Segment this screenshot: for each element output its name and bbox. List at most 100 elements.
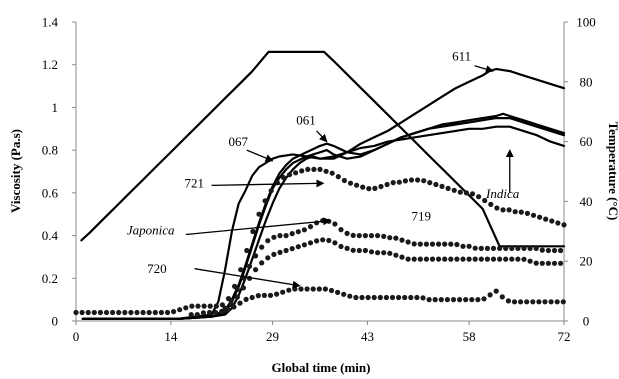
data-point-721 (103, 309, 110, 316)
annotation-layer: 611 061 067 721 Japonica 719 720 Indica (127, 48, 520, 289)
data-point-720 (481, 296, 487, 302)
data-point-720 (304, 286, 310, 292)
data-point-721 (91, 309, 97, 316)
data-point-720 (444, 297, 450, 303)
data-point-720 (524, 299, 530, 305)
data-point-719 (320, 237, 326, 243)
data-point-721 (421, 178, 427, 184)
data-point-719 (387, 250, 393, 256)
data-point-719 (289, 246, 295, 252)
data-point-721 (378, 183, 384, 190)
data-point-719 (277, 249, 283, 255)
data-point-721 (256, 211, 262, 217)
data-point-719 (271, 251, 277, 257)
data-point-719 (307, 240, 314, 246)
data-point-japonica (271, 234, 277, 240)
data-point-japonica (527, 245, 533, 251)
series-dots-721 (73, 166, 567, 316)
x-tick-label: 0 (73, 329, 80, 344)
data-point-720 (231, 304, 237, 310)
data-point-719 (417, 256, 423, 262)
data-point-721 (207, 303, 213, 309)
data-point-719 (429, 256, 436, 262)
data-point-japonica (411, 241, 417, 247)
y2-axis-title: Temperature (°C) (606, 122, 619, 221)
data-point-721 (335, 174, 341, 180)
data-point-720 (206, 309, 213, 316)
data-point-721 (530, 212, 537, 218)
data-point-720 (402, 294, 408, 301)
series-dots-719 (222, 237, 564, 313)
data-point-719 (344, 245, 350, 251)
data-point-721 (286, 172, 293, 178)
data-point-721 (537, 214, 543, 220)
data-point-721 (299, 168, 305, 174)
data-point-719 (478, 256, 484, 262)
data-point-720 (188, 312, 194, 318)
data-point-japonica (368, 233, 375, 239)
data-point-720 (463, 297, 469, 303)
data-point-719 (350, 247, 356, 253)
data-point-721 (347, 180, 354, 186)
data-point-japonica (484, 245, 490, 251)
x-tick-label: 72 (558, 329, 571, 344)
data-point-721 (128, 309, 134, 316)
data-point-721 (79, 309, 85, 316)
data-point-721 (415, 177, 421, 183)
data-point-japonica (332, 221, 338, 227)
annotation-arrow-japonica (185, 217, 332, 236)
series-line-temperature (80, 50, 566, 248)
data-point-japonica (472, 245, 478, 251)
data-point-721 (482, 197, 488, 204)
data-point-720 (316, 286, 322, 292)
data-point-721 (354, 182, 360, 188)
data-point-720 (347, 293, 353, 299)
data-point-720 (274, 291, 280, 297)
data-point-japonica (344, 230, 350, 236)
data-point-720 (335, 289, 341, 295)
data-point-719 (265, 255, 271, 261)
x-tick-label: 43 (361, 329, 374, 344)
data-point-721 (183, 305, 189, 311)
data-point-japonica (301, 227, 307, 233)
annotation-label-japonica: Japonica (127, 223, 175, 238)
data-point-719 (515, 256, 521, 262)
data-point-721 (311, 166, 317, 172)
data-point-japonica (381, 233, 387, 239)
data-point-719 (381, 250, 387, 256)
data-point-720 (255, 293, 261, 299)
data-point-719 (442, 256, 448, 262)
axis-titles: Global time (min) Viscosity (Pa.s) Tempe… (8, 122, 619, 375)
data-point-721 (164, 309, 171, 316)
data-point-719 (405, 256, 411, 262)
data-point-720 (237, 300, 243, 306)
y2-tick-label: 40 (580, 194, 593, 209)
data-point-719 (472, 256, 478, 262)
data-point-720 (377, 294, 383, 301)
data-point-721 (110, 309, 116, 316)
data-point-720 (200, 310, 206, 316)
data-point-721 (457, 189, 463, 195)
data-point-721 (305, 166, 311, 172)
data-point-japonica (442, 241, 448, 247)
data-point-720 (450, 297, 457, 303)
y-tick-label: 1.2 (42, 57, 58, 72)
data-point-719 (503, 256, 509, 262)
data-point-719 (484, 256, 490, 262)
data-point-japonica (533, 245, 539, 251)
data-point-719 (240, 285, 246, 291)
y-tick-label: 0.8 (42, 143, 58, 158)
annotation-arrow-067 (246, 149, 274, 162)
data-point-japonica (539, 247, 545, 253)
data-point-720 (219, 308, 225, 314)
data-point-721 (116, 309, 122, 316)
data-point-721 (152, 309, 158, 316)
data-point-japonica (393, 235, 399, 241)
data-point-japonica (387, 235, 393, 241)
data-point-721 (506, 207, 512, 213)
series-line-indica (81, 125, 566, 320)
data-point-721 (366, 186, 372, 192)
data-point-719 (423, 256, 429, 262)
y-axis-title: Viscosity (Pa.s) (8, 129, 23, 213)
